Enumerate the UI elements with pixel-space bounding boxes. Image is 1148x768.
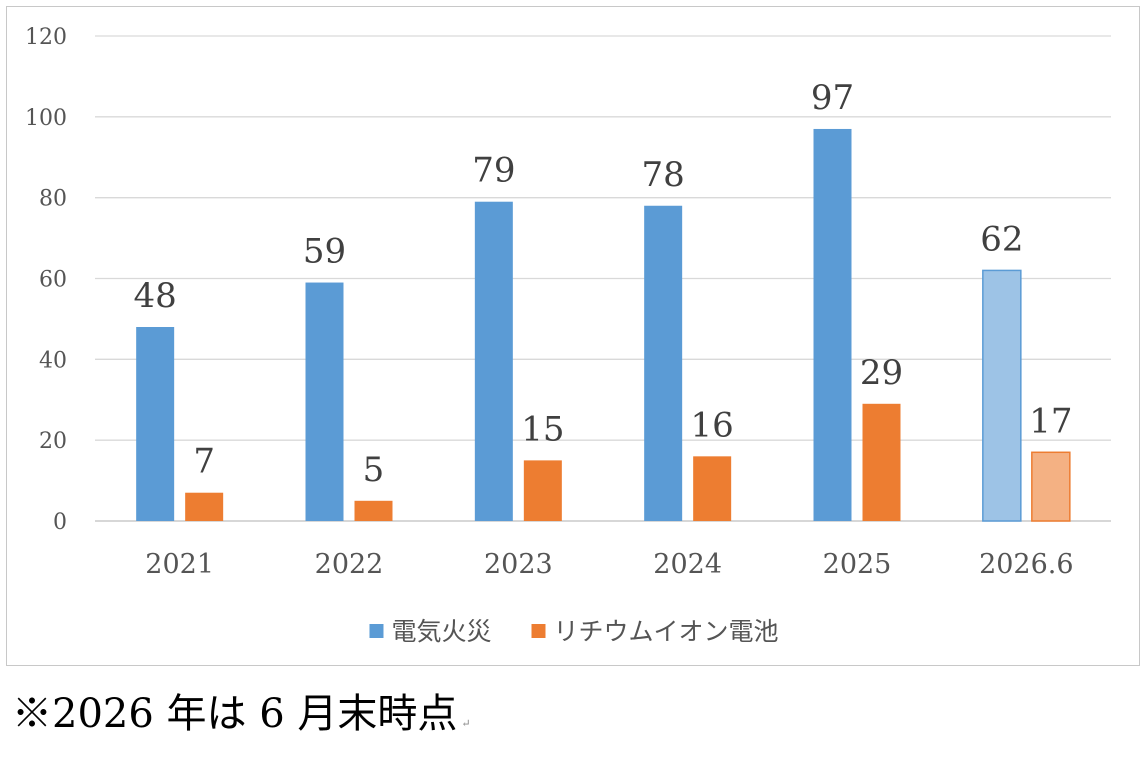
- paragraph-mark-icon: ↵: [461, 717, 471, 730]
- bar: [982, 269, 1022, 522]
- y-tick-label: 40: [39, 348, 67, 373]
- data-label: 15: [521, 409, 564, 449]
- y-tick-label: 120: [25, 25, 67, 50]
- data-label: 48: [134, 276, 177, 316]
- data-label: 17: [1029, 401, 1072, 441]
- y-tick-label: 0: [53, 510, 67, 535]
- footnote-text: ※2026 年は 6 月末時点: [12, 691, 458, 737]
- data-label: 59: [303, 232, 346, 272]
- legend-label: リチウムイオン電池: [554, 617, 779, 646]
- bar: [185, 492, 224, 521]
- x-tick-label: 2022: [315, 549, 384, 580]
- bar: [693, 456, 732, 521]
- bar: [474, 201, 513, 522]
- data-label: 78: [642, 155, 685, 195]
- bar: [1031, 451, 1071, 522]
- bar: [862, 403, 901, 521]
- x-tick-label: 2024: [653, 549, 722, 580]
- legend-swatch: [369, 624, 384, 638]
- gridlines: [95, 35, 1111, 522]
- data-label: 79: [472, 151, 515, 191]
- bar: [523, 460, 562, 521]
- y-tick-label: 20: [39, 429, 67, 454]
- data-label: 97: [811, 78, 854, 118]
- x-tick-label: 2026.6: [979, 549, 1073, 580]
- data-label: 62: [980, 219, 1023, 259]
- y-tick-label: 60: [39, 268, 67, 293]
- y-tick-label: 80: [39, 187, 67, 212]
- bar: [644, 205, 683, 521]
- data-label: 7: [193, 442, 215, 482]
- data-label: 29: [860, 353, 903, 393]
- bar: [813, 128, 852, 521]
- x-tick-label: 2025: [823, 549, 892, 580]
- bar: [354, 500, 393, 521]
- y-tick-label: 100: [25, 106, 67, 131]
- legend-label: 電気火災: [391, 617, 491, 646]
- y-axis-ticks: 0 20 40 60 80 100 120: [25, 25, 67, 535]
- footnote: ※2026 年は 6 月末時点 ↵: [12, 694, 471, 734]
- x-tick-label: 2023: [484, 549, 553, 580]
- legend: 電気火災 リチウムイオン電池: [369, 617, 779, 646]
- bars: [136, 128, 1071, 522]
- bar-chart: 0 20 40 60 80 100 120 48 7 59 5 79 15 78 16 97 29 62 17 2…: [25, 25, 1111, 646]
- data-labels: 48 7 59 5 79 15 78 16 97 29 62 17: [134, 78, 1073, 490]
- data-label: 16: [691, 405, 734, 445]
- data-label: 5: [363, 450, 385, 490]
- bar: [305, 282, 344, 521]
- x-tick-label: 2021: [145, 549, 214, 580]
- legend-swatch: [531, 624, 546, 638]
- chart-frame: 0 20 40 60 80 100 120 48 7 59 5 79 15 78 16 97 29 62 17 2…: [6, 6, 1140, 666]
- x-axis-ticks: 2021 2022 2023 2024 2025 2026.6: [145, 549, 1073, 580]
- bar: [136, 327, 175, 521]
